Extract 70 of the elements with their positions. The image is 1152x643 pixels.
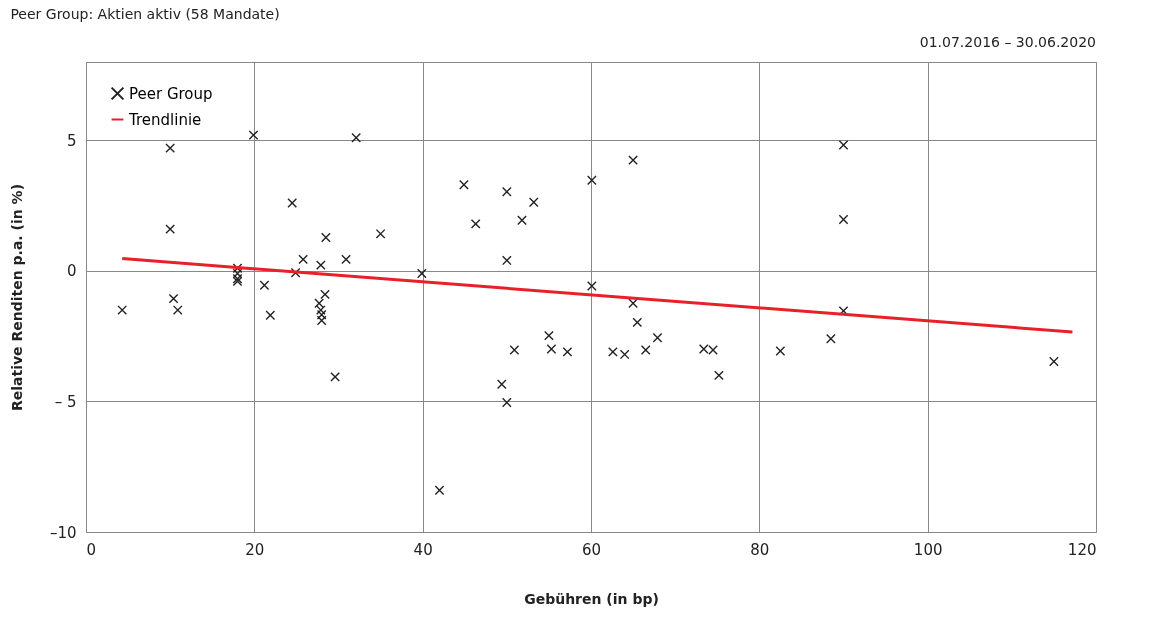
point [501, 186, 512, 197]
point [838, 214, 849, 225]
point [316, 309, 327, 320]
point [632, 317, 643, 328]
chart-title: Peer Group: Aktien aktiv (58 Mandate) [10, 6, 280, 22]
legend-label: Peer Group [129, 84, 213, 103]
point [416, 268, 427, 279]
point [714, 370, 724, 381]
point [501, 397, 512, 408]
x-tick-label: 60 [581, 540, 602, 559]
point [375, 228, 386, 239]
chart-subtitle: 01.07.2016 – 30.06.2020 [919, 34, 1096, 50]
point [825, 333, 836, 344]
point [608, 346, 618, 357]
point [165, 143, 176, 154]
point [259, 280, 270, 291]
point [470, 219, 481, 229]
point [459, 179, 469, 190]
x-tick-label: 120 [1067, 540, 1097, 559]
point [165, 224, 176, 234]
point [314, 298, 325, 309]
y-tick-label: –10 [49, 523, 77, 542]
point [586, 175, 597, 186]
point [232, 263, 243, 274]
point [351, 132, 362, 143]
x-tick-label: 0 [86, 540, 97, 559]
point [232, 268, 243, 279]
point [298, 254, 309, 265]
point [562, 346, 573, 357]
point [320, 232, 331, 243]
point [528, 197, 539, 208]
point [117, 305, 128, 315]
y-axis-title: Relative Renditen p.a. (in %) [8, 183, 25, 412]
x-axis-title: Gebühren (in bp) [524, 590, 659, 607]
y-tick-label: – 5 [54, 392, 77, 411]
point [287, 198, 298, 208]
point [517, 215, 527, 226]
point [341, 254, 351, 265]
y-tick-label: 0 [66, 262, 77, 281]
point [628, 298, 638, 309]
point [544, 330, 554, 341]
point [838, 140, 849, 150]
point [168, 293, 179, 304]
point [628, 155, 638, 166]
point [775, 346, 786, 356]
y-tick-label: 5 [66, 131, 77, 150]
point [509, 345, 520, 355]
point [248, 130, 259, 140]
point [434, 485, 445, 496]
point [586, 281, 597, 291]
point [290, 267, 301, 278]
x-tick-label: 20 [245, 540, 265, 559]
point [320, 289, 330, 300]
point [265, 310, 276, 321]
point [496, 379, 507, 390]
x-tick-label: 80 [750, 540, 770, 559]
x-tick-label: 40 [413, 540, 433, 559]
point [172, 305, 183, 315]
point [315, 305, 326, 315]
point [316, 315, 327, 326]
point [619, 349, 630, 360]
point [652, 332, 663, 343]
point [1049, 356, 1059, 367]
point [501, 255, 512, 266]
point [315, 260, 326, 271]
legend-label: Trendlinie [128, 110, 202, 129]
point [546, 344, 557, 354]
point [330, 372, 341, 382]
point [640, 345, 651, 355]
x-tick-label: 100 [913, 540, 943, 559]
